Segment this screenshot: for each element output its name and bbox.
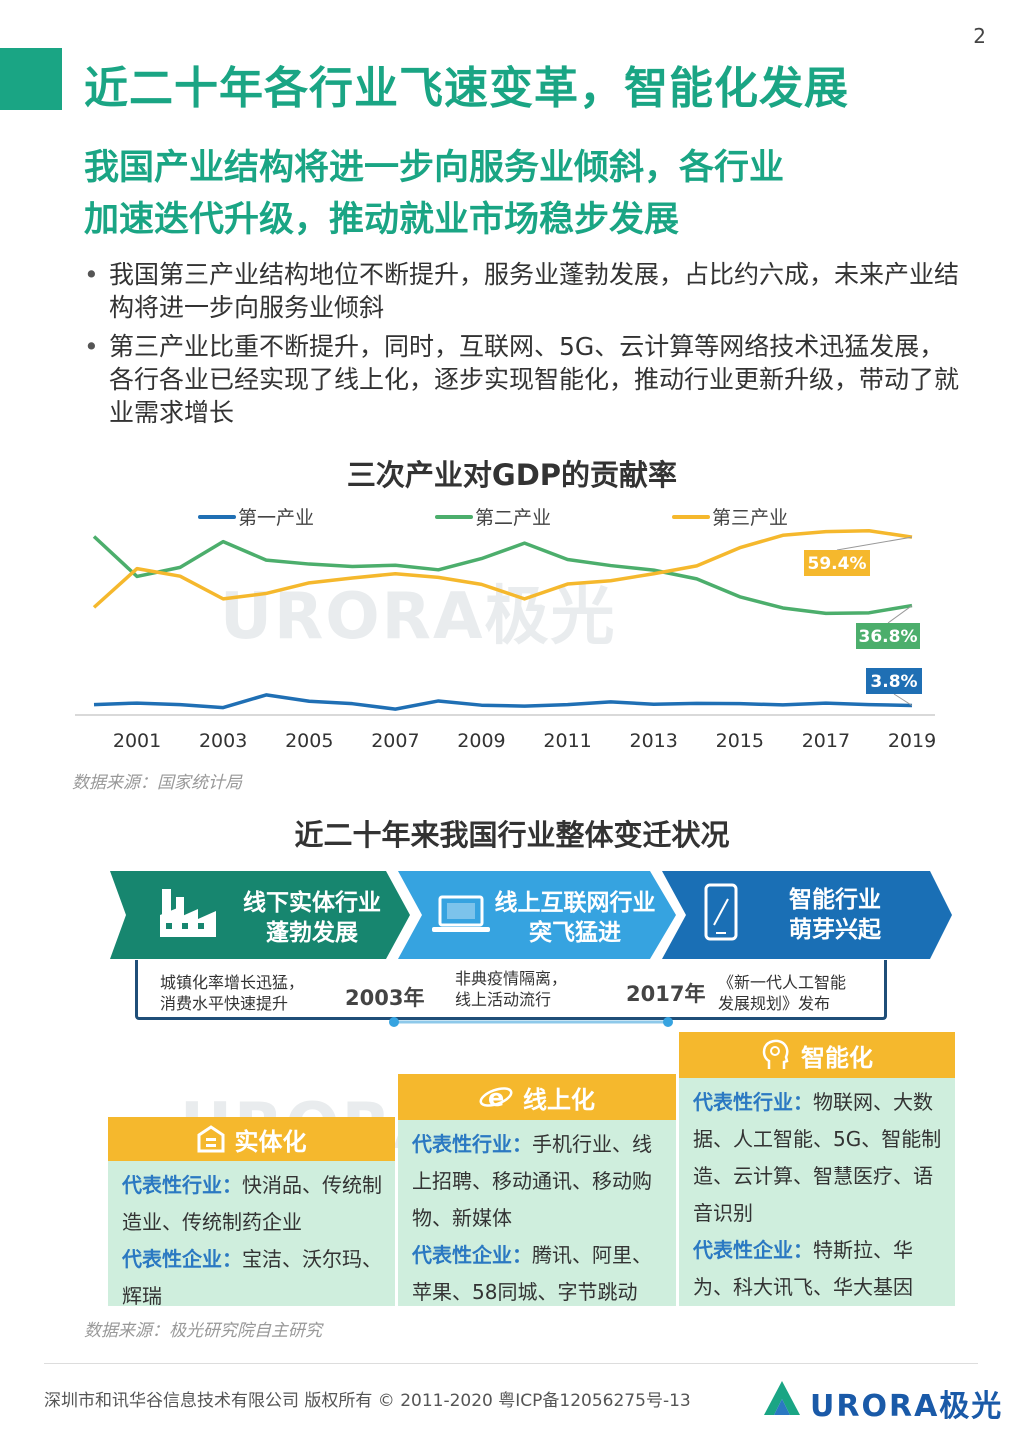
bullet-item: 我国第三产业结构地位不断提升，服务业蓬勃发展，占比约六成，未来产业结构将进一步向… [84, 258, 964, 324]
x-tick-label: 2011 [543, 730, 591, 752]
stage-3-company-text: 特斯拉、华为、科大讯飞、华大基因 [693, 1238, 913, 1299]
timeline-year-1: 2003年 [345, 986, 425, 1010]
data-label: 59.4% [808, 554, 867, 574]
timeline-event-1: 城镇化率增长迅猛， 消费水平快速提升 [160, 972, 304, 1014]
gdp-contribution-chart: 第一产业 第二产业 第三产业 2001 2003 2005 2007 2009 2011 2013… [75, 507, 936, 752]
stage-2-company-text: 腾讯、阿里、苹果、58同城、字节跳动 [412, 1243, 652, 1304]
event1-line2: 消费水平快速提升 [160, 994, 289, 1013]
event3-line2: 发展规划》发布 [718, 994, 831, 1013]
industry-arrows [110, 871, 952, 959]
event3-line1: 《新一代人工智能 [718, 973, 847, 992]
stage-1-company-text: 宝洁、沃尔玛、辉瑞 [122, 1247, 382, 1308]
stage-2-title: 线上化 [523, 1085, 595, 1114]
data-label-leader [893, 693, 913, 706]
stage-2-industry-text: 手机行业、线上招聘、移动通讯、移动购物、新媒体 [412, 1132, 652, 1230]
ai-head-icon [762, 1039, 789, 1069]
page-number: 2 [973, 24, 986, 48]
data-label: 36.8% [859, 627, 918, 647]
event2-line2: 线上活动流行 [455, 990, 552, 1009]
x-tick-label: 2009 [457, 730, 505, 752]
timeline-box [135, 960, 887, 1020]
legend-label: 第三产业 [712, 507, 788, 529]
title-accent-bar [0, 48, 62, 110]
section-source: 数据来源：极光研究院自主研究 [84, 1321, 322, 1341]
data-label-leader [836, 536, 913, 551]
data-label-box [804, 550, 870, 576]
smartphone-icon [704, 883, 738, 941]
x-tick-label: 2005 [285, 730, 333, 752]
arrow-smart-line2: 萌芽兴起 [789, 917, 881, 943]
brand-logo: URORA极光 [760, 1377, 1001, 1424]
stage-1-header: 实体化 [108, 1117, 395, 1161]
x-tick-label: 2013 [630, 730, 678, 752]
section-title: 近二十年来我国行业整体变迁状况 [294, 818, 730, 852]
timeline-event-3: 《新一代人工智能 发展规划》发布 [718, 972, 846, 1014]
building-icon [197, 1125, 224, 1153]
series-line [92, 528, 913, 609]
event2-line1: 非典疫情隔离， [455, 969, 568, 988]
arrow-online [398, 871, 676, 959]
stage-1-industry-text: 快消品、传统制造业、传统制药企业 [122, 1173, 382, 1234]
logo-text: URORA极光 [810, 1389, 1004, 1424]
arrow-online-line1: 线上互联网行业 [494, 890, 656, 916]
factory-icon [160, 889, 216, 937]
svg-text:e: e [488, 1084, 504, 1112]
timeline-year-2: 2017年 [626, 982, 706, 1006]
data-label-box [856, 623, 920, 649]
laptop-icon [432, 895, 490, 932]
timeline-event-2: 非典疫情隔离， 线上活动流行 [455, 968, 567, 1010]
chart-source: 数据来源：国家统计局 [72, 773, 242, 793]
stage-2-industry-label: 代表性行业： [412, 1132, 532, 1156]
stage-3-header: 智能化 [679, 1032, 955, 1078]
arrow-smart-label: 智能行业 萌芽兴起 [760, 885, 910, 945]
stage-2-body: 代表性行业：手机行业、线上招聘、移动通讯、移动购物、新媒体 代表性企业：腾讯、阿… [398, 1120, 676, 1306]
arrow-offline-line1: 线下实体行业 [243, 890, 381, 916]
series-line [93, 693, 913, 711]
stage-3-industry-text: 物联网、大数据、人工智能、5G、智能制造、云计算、智慧医疗、语音识别 [693, 1090, 942, 1225]
x-tick-label: 2015 [716, 730, 764, 752]
stage-3-company-label: 代表性企业： [693, 1238, 813, 1262]
data-label: 3.8% [870, 672, 917, 692]
footer-copyright: 深圳市和讯华谷信息技术有限公司 版权所有 © 2011-2020 粤ICP备12… [44, 1391, 691, 1411]
chart-title: 三次产业对GDP的贡献率 [346, 458, 678, 492]
browser-e-icon: e [479, 1084, 513, 1112]
stage-3-body: 代表性行业：物联网、大数据、人工智能、5G、智能制造、云计算、智慧医疗、语音识别… [679, 1078, 955, 1306]
series-line [92, 535, 913, 616]
arrow-smart-line1: 智能行业 [789, 887, 881, 913]
arrow-online-line2: 突飞猛进 [529, 920, 621, 946]
data-label-box [866, 668, 922, 694]
event1-line1: 城镇化率增长迅猛， [160, 973, 305, 992]
bullet-list: 我国第三产业结构地位不断提升，服务业蓬勃发展，占比约六成，未来产业结构将进一步向… [84, 258, 964, 435]
bullet-item: 第三产业比重不断提升，同时，互联网、5G、云计算等网络技术迅猛发展，各行各业已经… [84, 330, 964, 429]
x-tick-label: 2019 [888, 730, 936, 752]
page-title: 近二十年各行业飞速变革，智能化发展 [84, 63, 849, 114]
stage-1-company-label: 代表性企业： [122, 1247, 242, 1271]
timeline-connector [389, 1017, 673, 1027]
data-label-leader [887, 605, 913, 624]
stage-1-title: 实体化 [234, 1127, 307, 1156]
legend-label: 第一产业 [238, 507, 314, 529]
arrow-offline-line2: 蓬勃发展 [266, 920, 358, 946]
footer-divider [44, 1363, 978, 1364]
arrow-online-label: 线上互联网行业 突飞猛进 [484, 888, 666, 948]
x-tick-label: 2007 [371, 730, 419, 752]
subtitle-line-2: 加速迭代升级，推动就业市场稳步发展 [84, 200, 680, 240]
stage-1-body: 代表性行业：快消品、传统制造业、传统制药企业 代表性企业：宝洁、沃尔玛、辉瑞 [108, 1161, 395, 1308]
stage-3-title: 智能化 [801, 1043, 873, 1072]
stage-2-company-label: 代表性企业： [412, 1243, 532, 1267]
stage-2-header: e 线上化 [398, 1074, 676, 1120]
x-tick-label: 2017 [802, 730, 850, 752]
x-tick-label: 2003 [199, 730, 247, 752]
x-tick-label: 2001 [113, 730, 161, 752]
legend-label: 第二产业 [475, 507, 551, 529]
page-subtitle: 我国产业结构将进一步向服务业倾斜，各行业 加速迭代升级，推动就业市场稳步发展 [84, 142, 784, 246]
aurora-logo-icon [764, 1381, 800, 1415]
stage-1-industry-label: 代表性行业： [122, 1173, 242, 1197]
stage-3-industry-label: 代表性行业： [693, 1090, 813, 1114]
subtitle-line-1: 我国产业结构将进一步向服务业倾斜，各行业 [84, 148, 785, 188]
arrow-offline-label: 线下实体行业 蓬勃发展 [222, 888, 402, 948]
